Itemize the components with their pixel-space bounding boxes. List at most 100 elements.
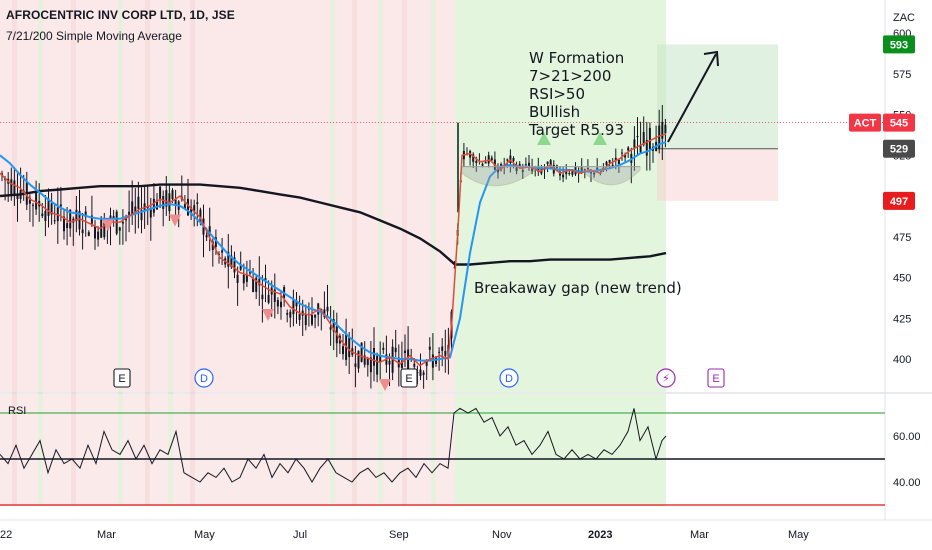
candle-body xyxy=(490,157,493,161)
candle-body xyxy=(32,204,34,206)
candle-body xyxy=(648,127,651,150)
event-badge-earnings-future[interactable]: E xyxy=(707,368,725,388)
candle-body xyxy=(472,154,475,162)
candle-body xyxy=(425,360,428,366)
price-badge-bg xyxy=(883,139,915,158)
candle-body xyxy=(360,342,363,362)
candle-body xyxy=(94,226,96,239)
earnings-icon xyxy=(113,368,131,388)
candle-body xyxy=(78,210,81,230)
candle-body xyxy=(183,204,186,210)
time-axis: 22 Mar May Jul Sep Nov 2023 Mar May xyxy=(0,519,932,541)
candle-body xyxy=(149,208,152,218)
price-tick: 400 xyxy=(893,354,911,366)
price-badge-entry: 529 xyxy=(883,139,915,158)
candle-body xyxy=(509,155,512,164)
candle-body xyxy=(242,274,245,284)
candle-body xyxy=(645,140,648,156)
buy-signal-marker xyxy=(593,131,607,145)
event-badge-dividend[interactable]: D xyxy=(194,368,214,388)
candle-body xyxy=(642,131,645,145)
time-tick: Jul xyxy=(293,529,307,541)
earnings-icon xyxy=(400,368,418,388)
candle-body xyxy=(190,207,193,215)
price-badge-label: 545 xyxy=(890,118,908,130)
candle-body xyxy=(428,346,431,350)
rsi-bearish-zone xyxy=(0,394,455,506)
sell-signal-marker xyxy=(169,214,181,227)
candle-body xyxy=(103,222,106,238)
candle-body xyxy=(196,202,199,204)
price-badge-label: 497 xyxy=(890,196,908,208)
candle-body xyxy=(59,204,62,207)
candle-body xyxy=(221,250,224,253)
candle-body xyxy=(28,197,31,204)
time-tick: Nov xyxy=(492,529,512,541)
rsi-panel: 60.00 40.00 xyxy=(0,407,921,506)
earnings-label: E xyxy=(405,373,412,385)
earnings-label: E xyxy=(712,373,719,385)
price-tick: 575 xyxy=(893,69,911,81)
earnings-label: E xyxy=(118,373,125,385)
candle-body xyxy=(245,274,248,282)
bearish-zone xyxy=(0,0,455,392)
candle-body xyxy=(354,363,357,367)
candle-body xyxy=(193,205,196,212)
candle-body xyxy=(280,301,282,308)
candle-body xyxy=(97,231,100,240)
candle-body xyxy=(419,369,422,377)
regime-streak xyxy=(168,0,173,506)
target-arrow xyxy=(667,50,719,143)
candle-body xyxy=(382,347,385,350)
w-formation-line: Target R5.93 xyxy=(528,121,624,139)
price-badge-bg xyxy=(883,35,915,54)
event-badge-split-flash[interactable]: ⚡ xyxy=(656,368,676,388)
w-formation-line: W Formation xyxy=(529,49,624,67)
candle-body xyxy=(475,160,478,164)
candle-body xyxy=(47,198,50,216)
candle-body xyxy=(562,174,565,178)
risk-box xyxy=(657,148,778,201)
w-formation-line: RSI>50 xyxy=(529,85,585,103)
candle-body xyxy=(400,360,403,368)
candle-body xyxy=(171,190,174,200)
candle-body xyxy=(444,351,447,356)
dividend-label: D xyxy=(505,373,513,385)
regime-streak xyxy=(431,0,436,506)
event-badge-earnings[interactable]: E xyxy=(113,368,131,388)
candle-body xyxy=(13,180,16,195)
time-tick: May xyxy=(788,529,809,541)
regime-streak xyxy=(402,0,407,506)
rsi-line xyxy=(0,407,667,483)
candle-body xyxy=(205,235,208,238)
w-formation-shape xyxy=(461,166,641,187)
earnings-icon xyxy=(707,368,725,388)
breakaway-gap-note: Breakaway gap (new trend) xyxy=(474,279,682,297)
candle-body xyxy=(298,314,301,320)
regime-streak xyxy=(38,0,43,506)
candle-body xyxy=(528,162,530,167)
regime-streak xyxy=(12,0,17,506)
candle-body xyxy=(134,206,137,213)
candle-body xyxy=(249,271,251,274)
candle-body xyxy=(413,363,416,367)
candle-body xyxy=(252,278,255,293)
candle-body xyxy=(614,157,617,161)
candle-body xyxy=(531,166,534,172)
candle-body xyxy=(524,164,527,166)
event-badge-dividend[interactable]: D xyxy=(499,368,519,388)
w-formation-line: BUllish xyxy=(529,103,580,121)
regime-streak xyxy=(145,0,150,506)
candle-body xyxy=(329,327,332,330)
candle-body xyxy=(50,203,53,215)
candle-body xyxy=(332,319,335,332)
candle-body xyxy=(35,191,38,210)
sell-signal-marker xyxy=(379,379,391,392)
regime-streak xyxy=(118,0,123,506)
time-tick: May xyxy=(194,529,215,541)
event-badge-earnings[interactable]: E xyxy=(400,368,418,388)
price-badge-stop: 497 xyxy=(883,191,915,210)
event-badges[interactable]: E D E D ⚡ E xyxy=(113,368,725,388)
candle-body xyxy=(546,161,549,164)
